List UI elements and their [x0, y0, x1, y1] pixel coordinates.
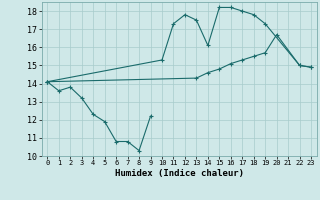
X-axis label: Humidex (Indice chaleur): Humidex (Indice chaleur) [115, 169, 244, 178]
